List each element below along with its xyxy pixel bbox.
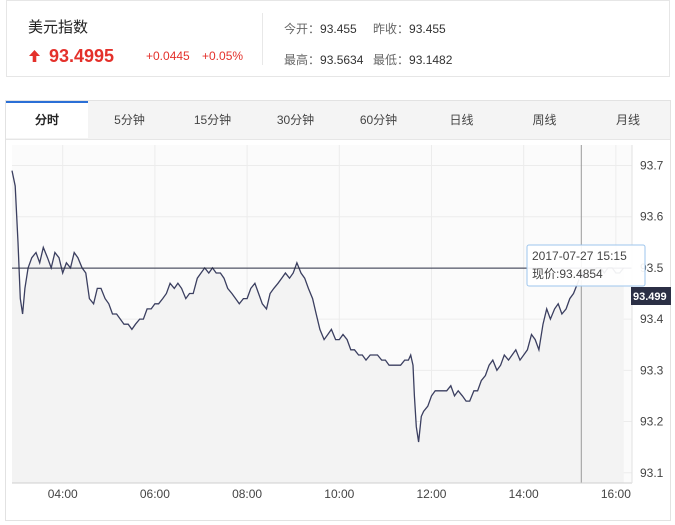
open-value: 93.455 [320, 22, 357, 36]
quote-summary-panel: 美元指数 93.4995 +0.0445 +0.05% 今开：93.455 昨收… [6, 0, 670, 77]
crosshair-tooltip: 2017-07-27 15:15 现价:93.4854 [526, 244, 646, 287]
y-tick-label: 93.7 [640, 158, 664, 172]
tooltip-datetime: 2017-07-27 15:15 [532, 249, 627, 263]
instrument-name: 美元指数 [28, 19, 89, 36]
x-tick-label: 08:00 [232, 487, 262, 501]
price-change-percent: +0.05% [202, 49, 244, 63]
current-price-tag-text: 93.499 [633, 291, 667, 303]
price-change: +0.0445 [146, 49, 190, 63]
low-value: 93.1482 [409, 53, 453, 67]
current-price-tag: 93.499 [631, 287, 671, 305]
tab-15min[interactable]: 15分钟 [193, 113, 232, 127]
low-stat: 最低：93.1482 [373, 51, 452, 68]
up-arrow-icon [29, 50, 40, 62]
summary-divider [262, 13, 263, 65]
tab-60min[interactable]: 60分钟 [359, 113, 398, 127]
price-block: 93.4995 [28, 45, 114, 67]
x-tick-label: 16:00 [601, 487, 631, 501]
y-tick-label: 93.6 [640, 210, 664, 224]
x-tick-label: 10:00 [324, 487, 354, 501]
prev-close-label: 昨收： [373, 22, 410, 36]
low-label: 最低： [373, 53, 410, 67]
high-label: 最高： [284, 53, 321, 67]
tooltip-price: 现价:93.4854 [532, 267, 603, 281]
prev-close-stat: 昨收：93.455 [373, 20, 446, 37]
x-tick-label: 14:00 [509, 487, 539, 501]
prev-close-value: 93.455 [409, 22, 446, 36]
tab-weekly[interactable]: 周线 [532, 113, 557, 127]
price-line-series [11, 170, 625, 443]
x-tick-label: 04:00 [48, 487, 78, 501]
y-tick-label: 93.2 [640, 415, 664, 429]
tab-30min[interactable]: 30分钟 [276, 113, 315, 127]
y-tick-label: 93.4 [640, 312, 664, 326]
y-tick-label: 93.1 [640, 466, 664, 480]
period-tabs: 分时 5分钟 15分钟 30分钟 60分钟 日线 周线 月线 [6, 101, 670, 140]
price-area-fill [12, 170, 624, 483]
tab-daily[interactable]: 日线 [449, 113, 474, 127]
x-tick-label: 12:00 [416, 487, 446, 501]
last-price: 93.4995 [49, 45, 115, 66]
tab-5min[interactable]: 5分钟 [114, 113, 145, 127]
y-tick-label: 93.5 [640, 261, 664, 275]
high-value: 93.5634 [320, 53, 364, 67]
open-stat: 今开：93.455 [284, 20, 357, 37]
x-tick-label: 06:00 [140, 487, 170, 501]
tab-intraday[interactable]: 分时 [6, 101, 88, 138]
tab-monthly[interactable]: 月线 [615, 113, 640, 127]
y-tick-label: 93.3 [640, 363, 664, 377]
high-stat: 最高：93.5634 [284, 51, 363, 68]
open-label: 今开： [284, 22, 321, 36]
